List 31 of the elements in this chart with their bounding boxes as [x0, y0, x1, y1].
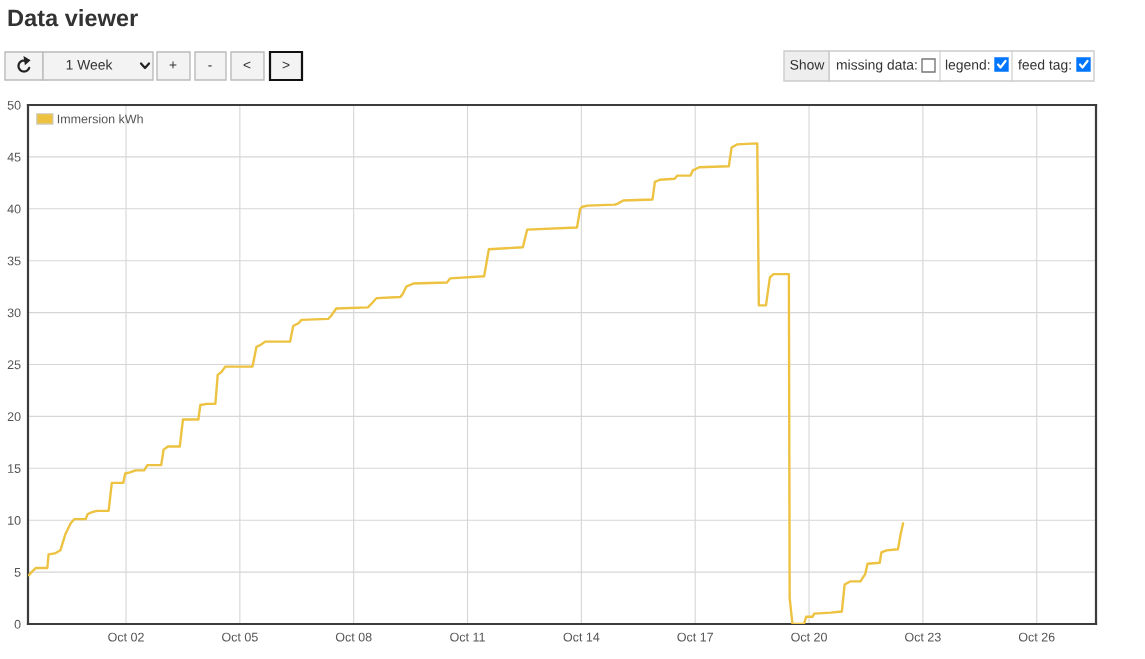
text: +: [169, 61, 177, 69]
y-tick-label: 20: [7, 412, 21, 422]
y-tick-label: 45: [7, 152, 21, 162]
text: legend:: [945, 59, 990, 73]
x-tick-label: Oct 17: [677, 632, 713, 642]
y-tick-label: 5: [14, 568, 21, 577]
text: missing data:: [836, 59, 917, 73]
text: >: [282, 61, 290, 69]
y-tick-label: 50: [7, 100, 21, 110]
y-tick-label: 15: [8, 464, 21, 473]
text: -: [208, 65, 212, 67]
y-tick-label: 40: [7, 204, 21, 214]
x-tick-label: Oct 26: [1018, 632, 1055, 642]
x-tick-label: Oct 11: [450, 632, 485, 642]
y-tick-label: 30: [7, 308, 21, 318]
text: feed tag:: [1018, 59, 1071, 73]
y-tick-label: 0: [14, 619, 21, 629]
x-tick-label: Oct 20: [791, 632, 827, 642]
x-tick-label: Oct 02: [108, 632, 144, 642]
x-tick-label: Oct 23: [905, 632, 941, 642]
text: Show: [790, 59, 825, 70]
legend-label: Immersion kWh: [57, 114, 143, 124]
x-tick-label: Oct 05: [222, 632, 258, 642]
x-tick-label: Oct 08: [335, 632, 372, 642]
chart-title: Data viewer: [8, 9, 138, 27]
y-tick-label: 10: [8, 516, 21, 525]
text: <: [243, 61, 251, 69]
x-tick-label: Oct 14: [563, 632, 600, 642]
y-tick-label: 25: [7, 360, 21, 370]
text: 1 Week: [66, 59, 113, 70]
y-tick-label: 35: [7, 256, 21, 266]
